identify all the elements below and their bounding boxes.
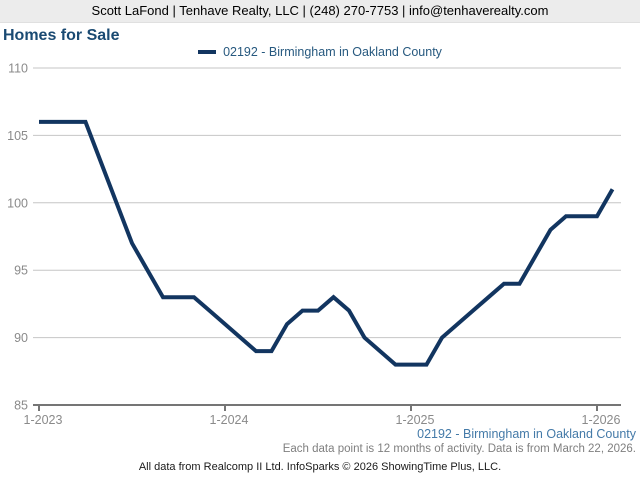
svg-text:85: 85 (14, 399, 28, 413)
svg-text:90: 90 (14, 331, 28, 345)
svg-text:1-2023: 1-2023 (24, 413, 63, 427)
svg-text:110: 110 (8, 62, 28, 76)
svg-text:95: 95 (14, 264, 28, 278)
legend-series-label: 02192 - Birmingham in Oakland County (223, 45, 442, 59)
footer-series-label: 02192 - Birmingham in Oakland County (417, 427, 636, 441)
svg-text:1-2026: 1-2026 (582, 413, 621, 427)
legend-line-swatch (198, 50, 217, 54)
footer-attribution: All data from Realcomp II Ltd. InfoSpark… (138, 461, 502, 473)
svg-text:105: 105 (7, 129, 28, 143)
svg-text:100: 100 (7, 196, 28, 210)
svg-text:1-2025: 1-2025 (396, 413, 435, 427)
page-title: Homes for Sale (3, 27, 120, 44)
svg-text:1-2024: 1-2024 (210, 413, 249, 427)
homes-for-sale-chart: 85 90 95 100 105 110 1-2023 1-2024 1-2025 1-2026 (7, 62, 621, 427)
contact-header: Scott LaFond | Tenhave Realty, LLC | (24… (0, 0, 640, 23)
footer-data-note: Each data point is 12 months of activity… (282, 443, 636, 455)
chart-legend: 02192 - Birmingham in Oakland County (0, 44, 640, 60)
